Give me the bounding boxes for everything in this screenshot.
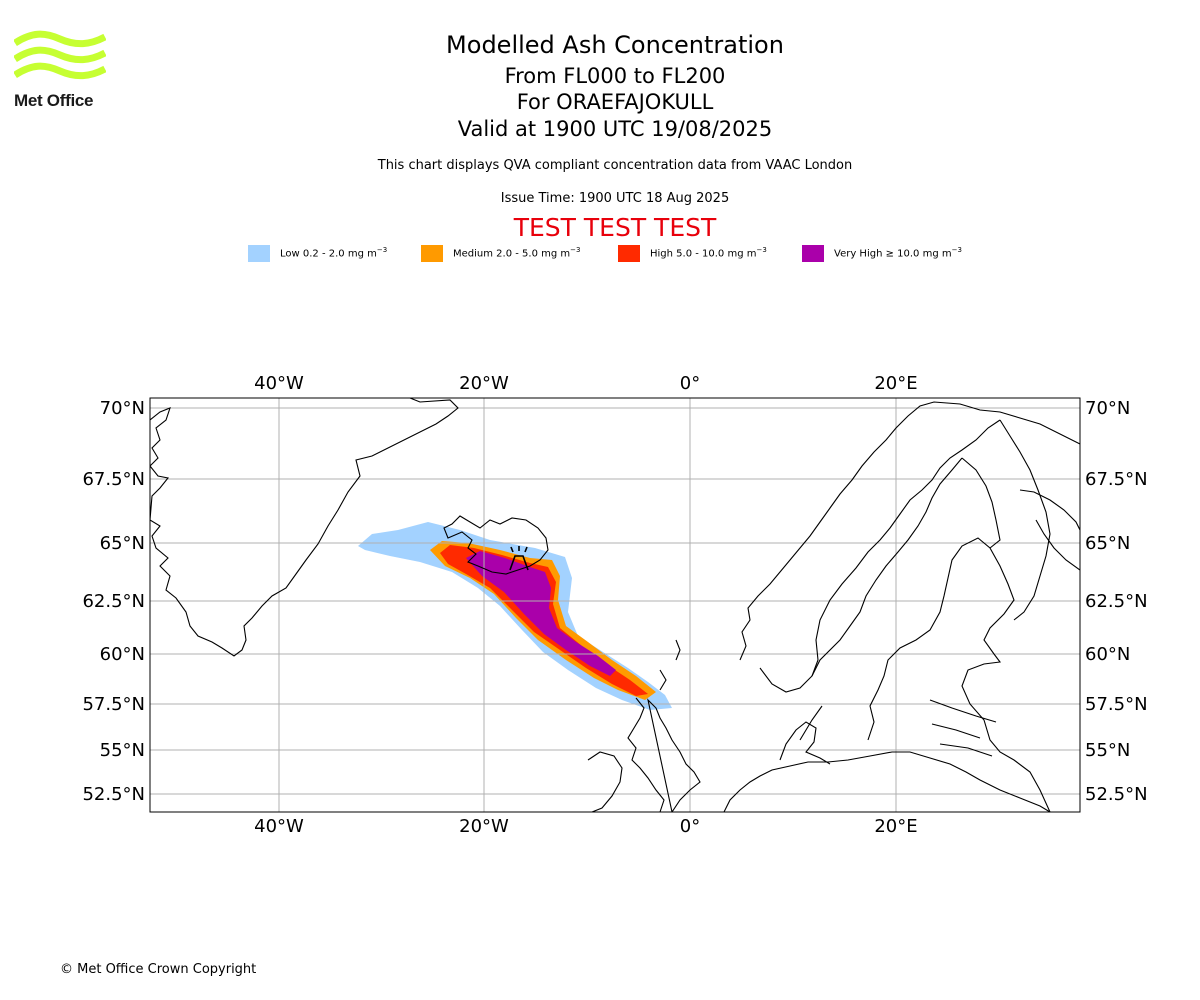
chart-title: Modelled Ash Concentration: [446, 31, 784, 59]
lat-label-right-70n: 70°N: [1085, 398, 1130, 419]
legend-label-medium: Medium 2.0 - 5.0 mg m−3: [453, 246, 581, 260]
lat-label-right-67-5n: 67.5°N: [1085, 469, 1148, 490]
legend-swatch-low: [248, 245, 270, 262]
lon-label-top-20e: 20°E: [874, 373, 917, 394]
lat-label-left-60n: 60°N: [100, 644, 145, 665]
legend-label-high: High 5.0 - 10.0 mg m−3: [650, 246, 767, 260]
issue-time: Issue Time: 1900 UTC 18 Aug 2025: [500, 191, 730, 206]
lat-label-right-65n: 65°N: [1085, 533, 1130, 554]
lat-label-left-52-5n: 52.5°N: [82, 784, 145, 805]
lat-label-left-65n: 65°N: [100, 533, 145, 554]
lon-label-bottom-20w: 20°W: [459, 816, 509, 837]
lat-label-right-55n: 55°N: [1085, 740, 1130, 761]
legend-swatch-very-high: [802, 245, 824, 262]
shetland-coast: [659, 639, 681, 691]
lon-label-top-20w: 20°W: [459, 373, 509, 394]
baltic-states-borders: [929, 699, 997, 757]
sweden-finland-border: [961, 457, 1001, 549]
scandinavia-interior: [759, 419, 1001, 693]
baltic-coast: [867, 537, 1051, 812]
lat-label-right-60n: 60°N: [1085, 644, 1130, 665]
legend-label-very-high: Very High ≥ 10.0 mg m−3: [834, 246, 962, 260]
lat-label-left-67-5n: 67.5°N: [82, 469, 145, 490]
logo-text: Met Office: [14, 91, 94, 110]
lat-label-left-62-5n: 62.5°N: [82, 591, 145, 612]
legend-label-low: Low 0.2 - 2.0 mg m−3: [280, 246, 388, 260]
greenland-coast: [150, 398, 459, 657]
iceland-coast: [443, 515, 549, 575]
lon-label-bottom-20e: 20°E: [874, 816, 917, 837]
chart-description: This chart displays QVA compliant concen…: [377, 158, 853, 173]
flight-levels: From FL000 to FL200: [504, 64, 726, 88]
ireland-coast: [587, 751, 623, 812]
met-office-logo: [14, 30, 106, 80]
map-frame: [149, 397, 1081, 813]
volcano-name: For ORAEFAJOKULL: [516, 90, 714, 114]
denmark-coast: [779, 705, 831, 765]
copyright-notice: © Met Office Crown Copyright: [60, 962, 257, 977]
lat-label-right-57-5n: 57.5°N: [1085, 694, 1148, 715]
finland-russia-border: [999, 419, 1051, 621]
valid-time: Valid at 1900 UTC 19/08/2025: [457, 117, 773, 141]
coastlines: [150, 398, 1080, 812]
graticule: [150, 398, 1080, 812]
norway-sweden-border: [811, 457, 963, 677]
lat-label-left-70n: 70°N: [100, 398, 145, 419]
volcano-icon: [509, 546, 529, 571]
lon-label-top-40w: 40°W: [254, 373, 304, 394]
ash-very-high-region: [466, 551, 616, 676]
lon-label-bottom-40w: 40°W: [254, 816, 304, 837]
lon-label-bottom-0: 0°: [680, 816, 700, 837]
norway-coast: [739, 401, 1080, 661]
lat-label-right-52-5n: 52.5°N: [1085, 784, 1148, 805]
continent-coast: [723, 751, 1051, 812]
lat-label-left-55n: 55°N: [100, 740, 145, 761]
lon-label-top-0: 0°: [680, 373, 700, 394]
lat-label-right-62-5n: 62.5°N: [1085, 591, 1148, 612]
test-banner: TEST TEST TEST: [513, 213, 717, 242]
uk-coast: [627, 697, 701, 812]
lat-label-left-57-5n: 57.5°N: [82, 694, 145, 715]
kola-coast: [1019, 489, 1080, 571]
legend-swatch-high: [618, 245, 640, 262]
legend-swatch-medium: [421, 245, 443, 262]
